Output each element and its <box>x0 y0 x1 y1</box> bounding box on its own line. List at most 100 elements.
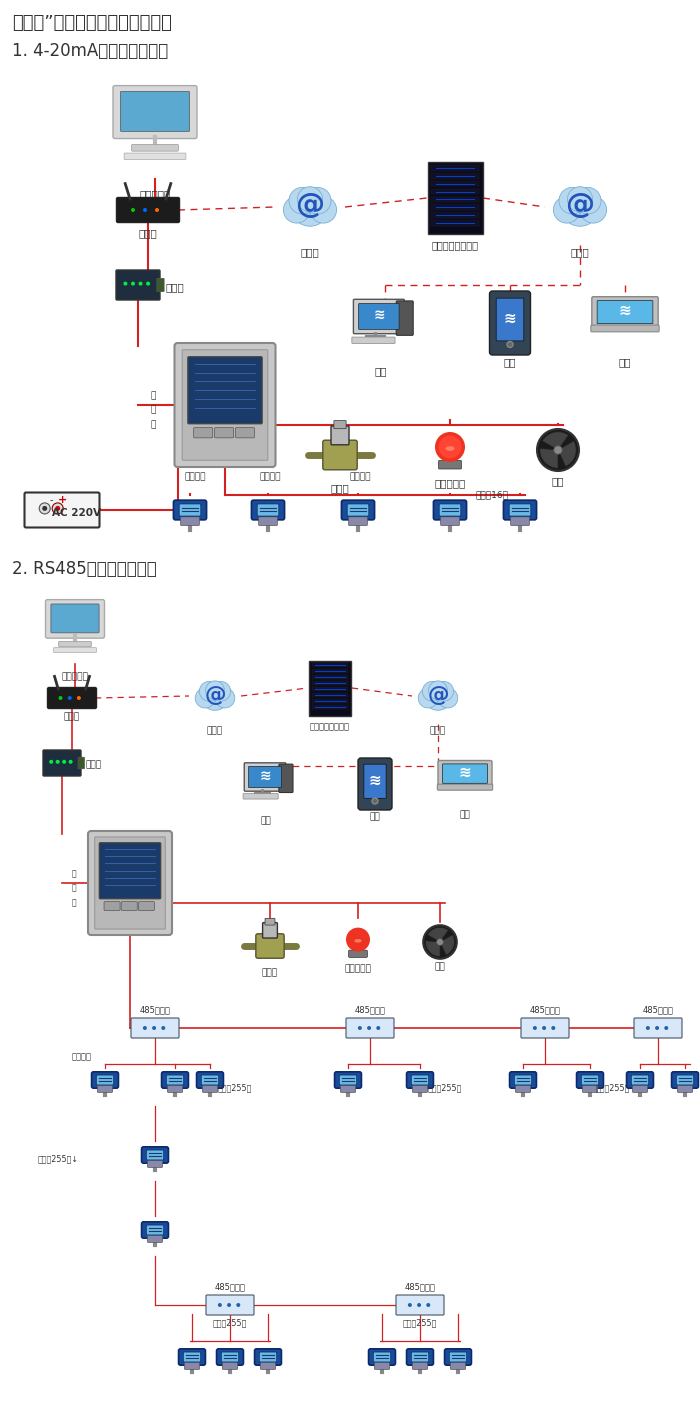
Circle shape <box>201 682 230 711</box>
Circle shape <box>554 446 562 454</box>
FancyBboxPatch shape <box>438 761 492 787</box>
Circle shape <box>310 197 337 224</box>
Circle shape <box>161 1026 165 1030</box>
Text: 电脑: 电脑 <box>260 816 272 825</box>
FancyBboxPatch shape <box>349 516 368 526</box>
Text: 通
讯
线: 通 讯 线 <box>71 870 76 908</box>
Text: 单机版电脑: 单机版电脑 <box>139 189 171 198</box>
FancyBboxPatch shape <box>113 86 197 138</box>
FancyBboxPatch shape <box>510 1072 536 1088</box>
Circle shape <box>580 197 607 224</box>
FancyBboxPatch shape <box>244 763 286 791</box>
FancyBboxPatch shape <box>312 694 349 698</box>
FancyBboxPatch shape <box>223 1362 237 1369</box>
FancyBboxPatch shape <box>174 499 206 519</box>
FancyBboxPatch shape <box>181 516 199 526</box>
Circle shape <box>507 342 513 348</box>
FancyBboxPatch shape <box>120 91 190 131</box>
Text: @: @ <box>427 685 449 705</box>
Text: ≋: ≋ <box>458 765 471 779</box>
FancyBboxPatch shape <box>396 1294 444 1316</box>
Text: 1. 4-20mA信号连接系统图: 1. 4-20mA信号连接系统图 <box>12 42 168 61</box>
FancyBboxPatch shape <box>116 197 179 222</box>
Ellipse shape <box>445 446 454 450</box>
Circle shape <box>218 1303 222 1307</box>
FancyBboxPatch shape <box>88 832 172 936</box>
FancyBboxPatch shape <box>438 784 493 791</box>
FancyBboxPatch shape <box>132 145 178 151</box>
FancyBboxPatch shape <box>182 350 268 460</box>
FancyBboxPatch shape <box>430 173 480 179</box>
FancyBboxPatch shape <box>428 162 482 234</box>
Text: @: @ <box>295 191 325 219</box>
FancyBboxPatch shape <box>521 1019 569 1038</box>
Text: 互联网: 互联网 <box>300 248 319 257</box>
FancyBboxPatch shape <box>510 516 529 526</box>
FancyBboxPatch shape <box>167 1085 183 1092</box>
Circle shape <box>284 197 310 224</box>
Circle shape <box>56 760 60 764</box>
Circle shape <box>418 688 438 708</box>
Text: 2. RS485信号连接系统图: 2. RS485信号连接系统图 <box>12 560 157 578</box>
FancyBboxPatch shape <box>354 300 405 333</box>
FancyBboxPatch shape <box>581 1075 598 1085</box>
FancyBboxPatch shape <box>346 1019 394 1038</box>
FancyBboxPatch shape <box>591 325 659 332</box>
Circle shape <box>559 187 586 214</box>
Text: 485中继器: 485中继器 <box>530 1005 561 1014</box>
FancyBboxPatch shape <box>260 1362 276 1369</box>
Text: 通
讯
线: 通 讯 线 <box>150 391 155 429</box>
Circle shape <box>211 681 230 701</box>
FancyBboxPatch shape <box>358 758 392 810</box>
Text: 转换器: 转换器 <box>85 761 101 770</box>
FancyBboxPatch shape <box>412 1352 428 1362</box>
Text: ≋: ≋ <box>369 772 382 788</box>
Text: 互联网: 互联网 <box>207 726 223 734</box>
Circle shape <box>68 696 71 701</box>
FancyBboxPatch shape <box>430 180 480 187</box>
Circle shape <box>443 440 457 454</box>
Circle shape <box>377 1026 380 1030</box>
Text: ≋: ≋ <box>619 303 631 318</box>
Circle shape <box>434 681 454 701</box>
Circle shape <box>542 1026 546 1030</box>
Circle shape <box>59 696 62 701</box>
FancyBboxPatch shape <box>312 675 349 680</box>
FancyBboxPatch shape <box>430 197 480 203</box>
Circle shape <box>372 798 378 803</box>
FancyBboxPatch shape <box>206 1294 254 1316</box>
Text: 可连接255台: 可连接255台 <box>428 1083 463 1092</box>
FancyBboxPatch shape <box>146 1225 164 1235</box>
Circle shape <box>123 281 127 286</box>
Text: ≋: ≋ <box>373 308 385 322</box>
Circle shape <box>346 927 370 951</box>
Text: 机气猫”系列带显示固定式检测仪: 机气猫”系列带显示固定式检测仪 <box>12 14 172 32</box>
Circle shape <box>533 1026 537 1030</box>
Text: 安帕尔网络服务器: 安帕尔网络服务器 <box>310 722 350 732</box>
Circle shape <box>49 760 53 764</box>
FancyBboxPatch shape <box>509 504 531 516</box>
Wedge shape <box>440 934 454 955</box>
Text: 手机: 手机 <box>370 812 380 822</box>
Text: 单机版电脑: 单机版电脑 <box>62 673 88 681</box>
Text: 电磁阀: 电磁阀 <box>262 968 278 976</box>
FancyBboxPatch shape <box>514 1075 532 1085</box>
Wedge shape <box>428 927 449 943</box>
Circle shape <box>408 1303 412 1307</box>
FancyBboxPatch shape <box>141 1221 169 1238</box>
FancyBboxPatch shape <box>235 428 255 438</box>
FancyBboxPatch shape <box>430 212 480 218</box>
Wedge shape <box>558 440 576 467</box>
Circle shape <box>131 208 135 212</box>
FancyBboxPatch shape <box>396 301 413 335</box>
FancyBboxPatch shape <box>48 688 97 709</box>
FancyBboxPatch shape <box>188 357 262 424</box>
Text: 485中继器: 485中继器 <box>215 1282 246 1292</box>
Circle shape <box>358 1026 362 1030</box>
FancyBboxPatch shape <box>184 1362 199 1369</box>
FancyBboxPatch shape <box>262 923 277 938</box>
FancyBboxPatch shape <box>197 1072 223 1088</box>
Text: 485中继器: 485中继器 <box>405 1282 435 1292</box>
FancyBboxPatch shape <box>99 843 160 899</box>
FancyBboxPatch shape <box>121 902 137 910</box>
